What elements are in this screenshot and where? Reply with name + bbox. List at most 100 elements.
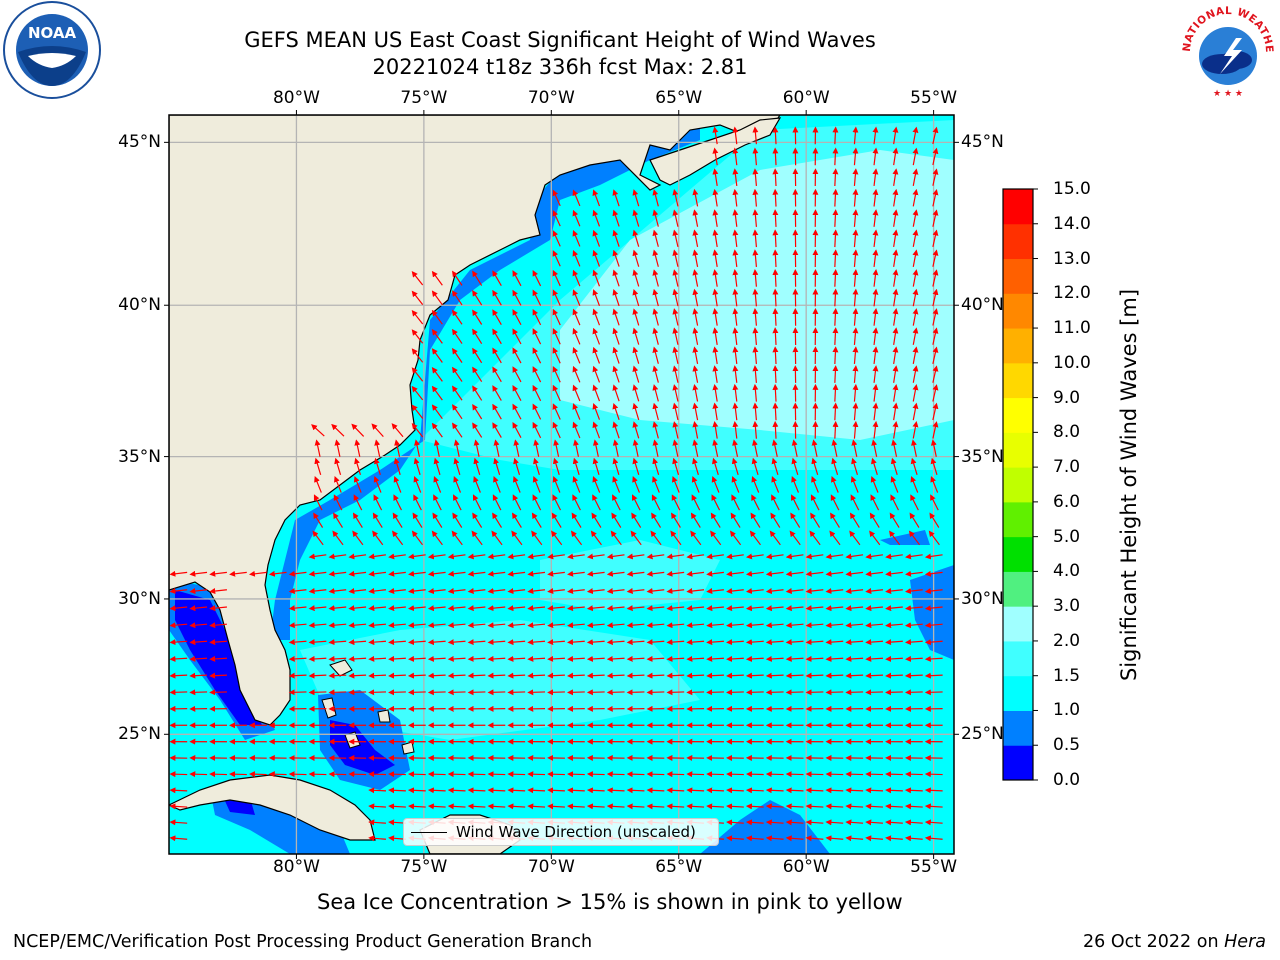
colorbar-tick-label: 9.0 [1053,387,1081,408]
wave-direction-arrow [852,365,859,383]
wave-direction-arrow [473,439,480,457]
wave-direction-arrow [547,570,565,577]
wave-direction-arrow [672,439,679,457]
wave-direction-arrow [491,530,503,546]
wave-direction-arrow [646,553,665,560]
wave-direction-arrow [552,289,561,306]
wave-direction-arrow [912,402,919,421]
wave-direction-arrow [872,209,879,227]
wave-direction-arrow [314,457,322,475]
wave-direction-arrow [726,639,744,646]
wave-direction-arrow [391,423,404,438]
wave-direction-arrow [771,494,780,511]
wave-direction-arrow [666,553,685,560]
wave-direction-arrow [452,347,463,363]
wave-direction-arrow [772,402,779,421]
wave-direction-arrow [706,622,724,629]
wave-direction-arrow [586,787,605,794]
wave-direction-arrow [746,553,764,560]
wave-direction-arrow [570,530,583,546]
wave-direction-arrow [924,588,943,595]
wave-direction-arrow [791,439,798,457]
wave-direction-arrow [288,655,307,662]
wave-direction-arrow [431,290,443,306]
wave-direction-arrow [932,346,939,364]
wave-direction-arrow [493,457,501,475]
wave-direction-arrow [832,307,839,326]
wave-direction-arrow [606,553,625,560]
wave-direction-arrow [892,249,899,267]
wave-direction-arrow [487,672,506,679]
wave-direction-arrow [652,346,659,364]
wave-direction-arrow [612,308,620,326]
wave-direction-arrow [527,639,546,646]
wave-direction-arrow [552,365,561,383]
wave-direction-arrow [932,308,939,326]
wave-direction-arrow [348,689,367,696]
wave-direction-arrow [726,672,744,679]
wave-direction-arrow [850,476,859,493]
wave-direction-arrow [632,402,640,421]
wave-direction-arrow [572,189,581,207]
wave-direction-arrow [785,553,804,560]
wave-direction-arrow [726,689,744,696]
wave-direction-arrow [904,803,923,810]
wave-direction-arrow [832,383,839,402]
wave-direction-arrow [532,421,542,439]
wave-direction-arrow [652,308,659,326]
wave-direction-arrow [912,421,919,439]
wave-direction-arrow [752,288,759,307]
colorbar-segment [1003,432,1033,468]
wave-direction-arrow [512,309,522,326]
wave-direction-arrow [553,439,560,457]
wave-direction-arrow [373,476,382,493]
wave-direction-arrow [892,229,899,248]
wave-direction-arrow [586,588,605,595]
wave-direction-arrows [169,126,943,842]
wave-direction-arrow [313,494,323,511]
wave-direction-arrow [912,209,919,227]
wave-direction-arrow [328,655,347,662]
wave-direction-arrow [852,229,859,248]
wave-direction-arrow [209,655,227,662]
wave-direction-arrow [368,622,387,629]
wave-direction-arrow [732,126,739,145]
wave-direction-arrow [726,835,744,842]
wave-direction-arrow [872,147,879,166]
wave-direction-arrow [348,553,367,560]
wave-direction-arrow [308,655,327,662]
wave-direction-arrow [692,188,699,207]
wave-direction-arrow [572,457,580,475]
wave-direction-arrow [686,639,705,646]
wave-direction-arrow [334,476,342,493]
wave-direction-arrow [169,819,188,826]
wave-direction-arrow [427,672,446,679]
wave-direction-arrow [845,771,864,778]
wave-direction-arrow [832,188,839,207]
wave-direction-arrow [869,530,881,546]
wave-direction-arrow [331,423,345,437]
colorbar-tick-label: 15.0 [1053,179,1091,199]
map-frame [168,114,955,855]
wave-direction-arrow [572,269,581,287]
wave-direction-arrow [512,328,522,345]
wave-direction-arrow [686,771,705,778]
wave-direction-arrow [371,423,384,438]
wave-direction-arrow [427,655,446,662]
wave-direction-arrow [752,209,759,227]
wave-direction-arrow [805,835,824,842]
run-date: 26 Oct 2022 on Hera [1083,932,1266,952]
wave-direction-arrow [452,366,463,382]
wave-direction-arrow [447,655,466,662]
wave-direction-arrow [552,250,561,267]
wave-direction-arrow [691,494,701,511]
wave-direction-arrow [765,787,784,794]
lon-tick-label: 65°W [655,857,703,877]
wave-direction-arrow [427,639,446,646]
wave-direction-arrow [411,329,424,344]
wave-direction-arrow [825,787,844,794]
wave-direction-arrow [169,655,188,662]
wave-direction-arrow [592,457,600,475]
wave-direction-arrow [825,622,844,629]
wave-direction-arrow [825,588,844,595]
